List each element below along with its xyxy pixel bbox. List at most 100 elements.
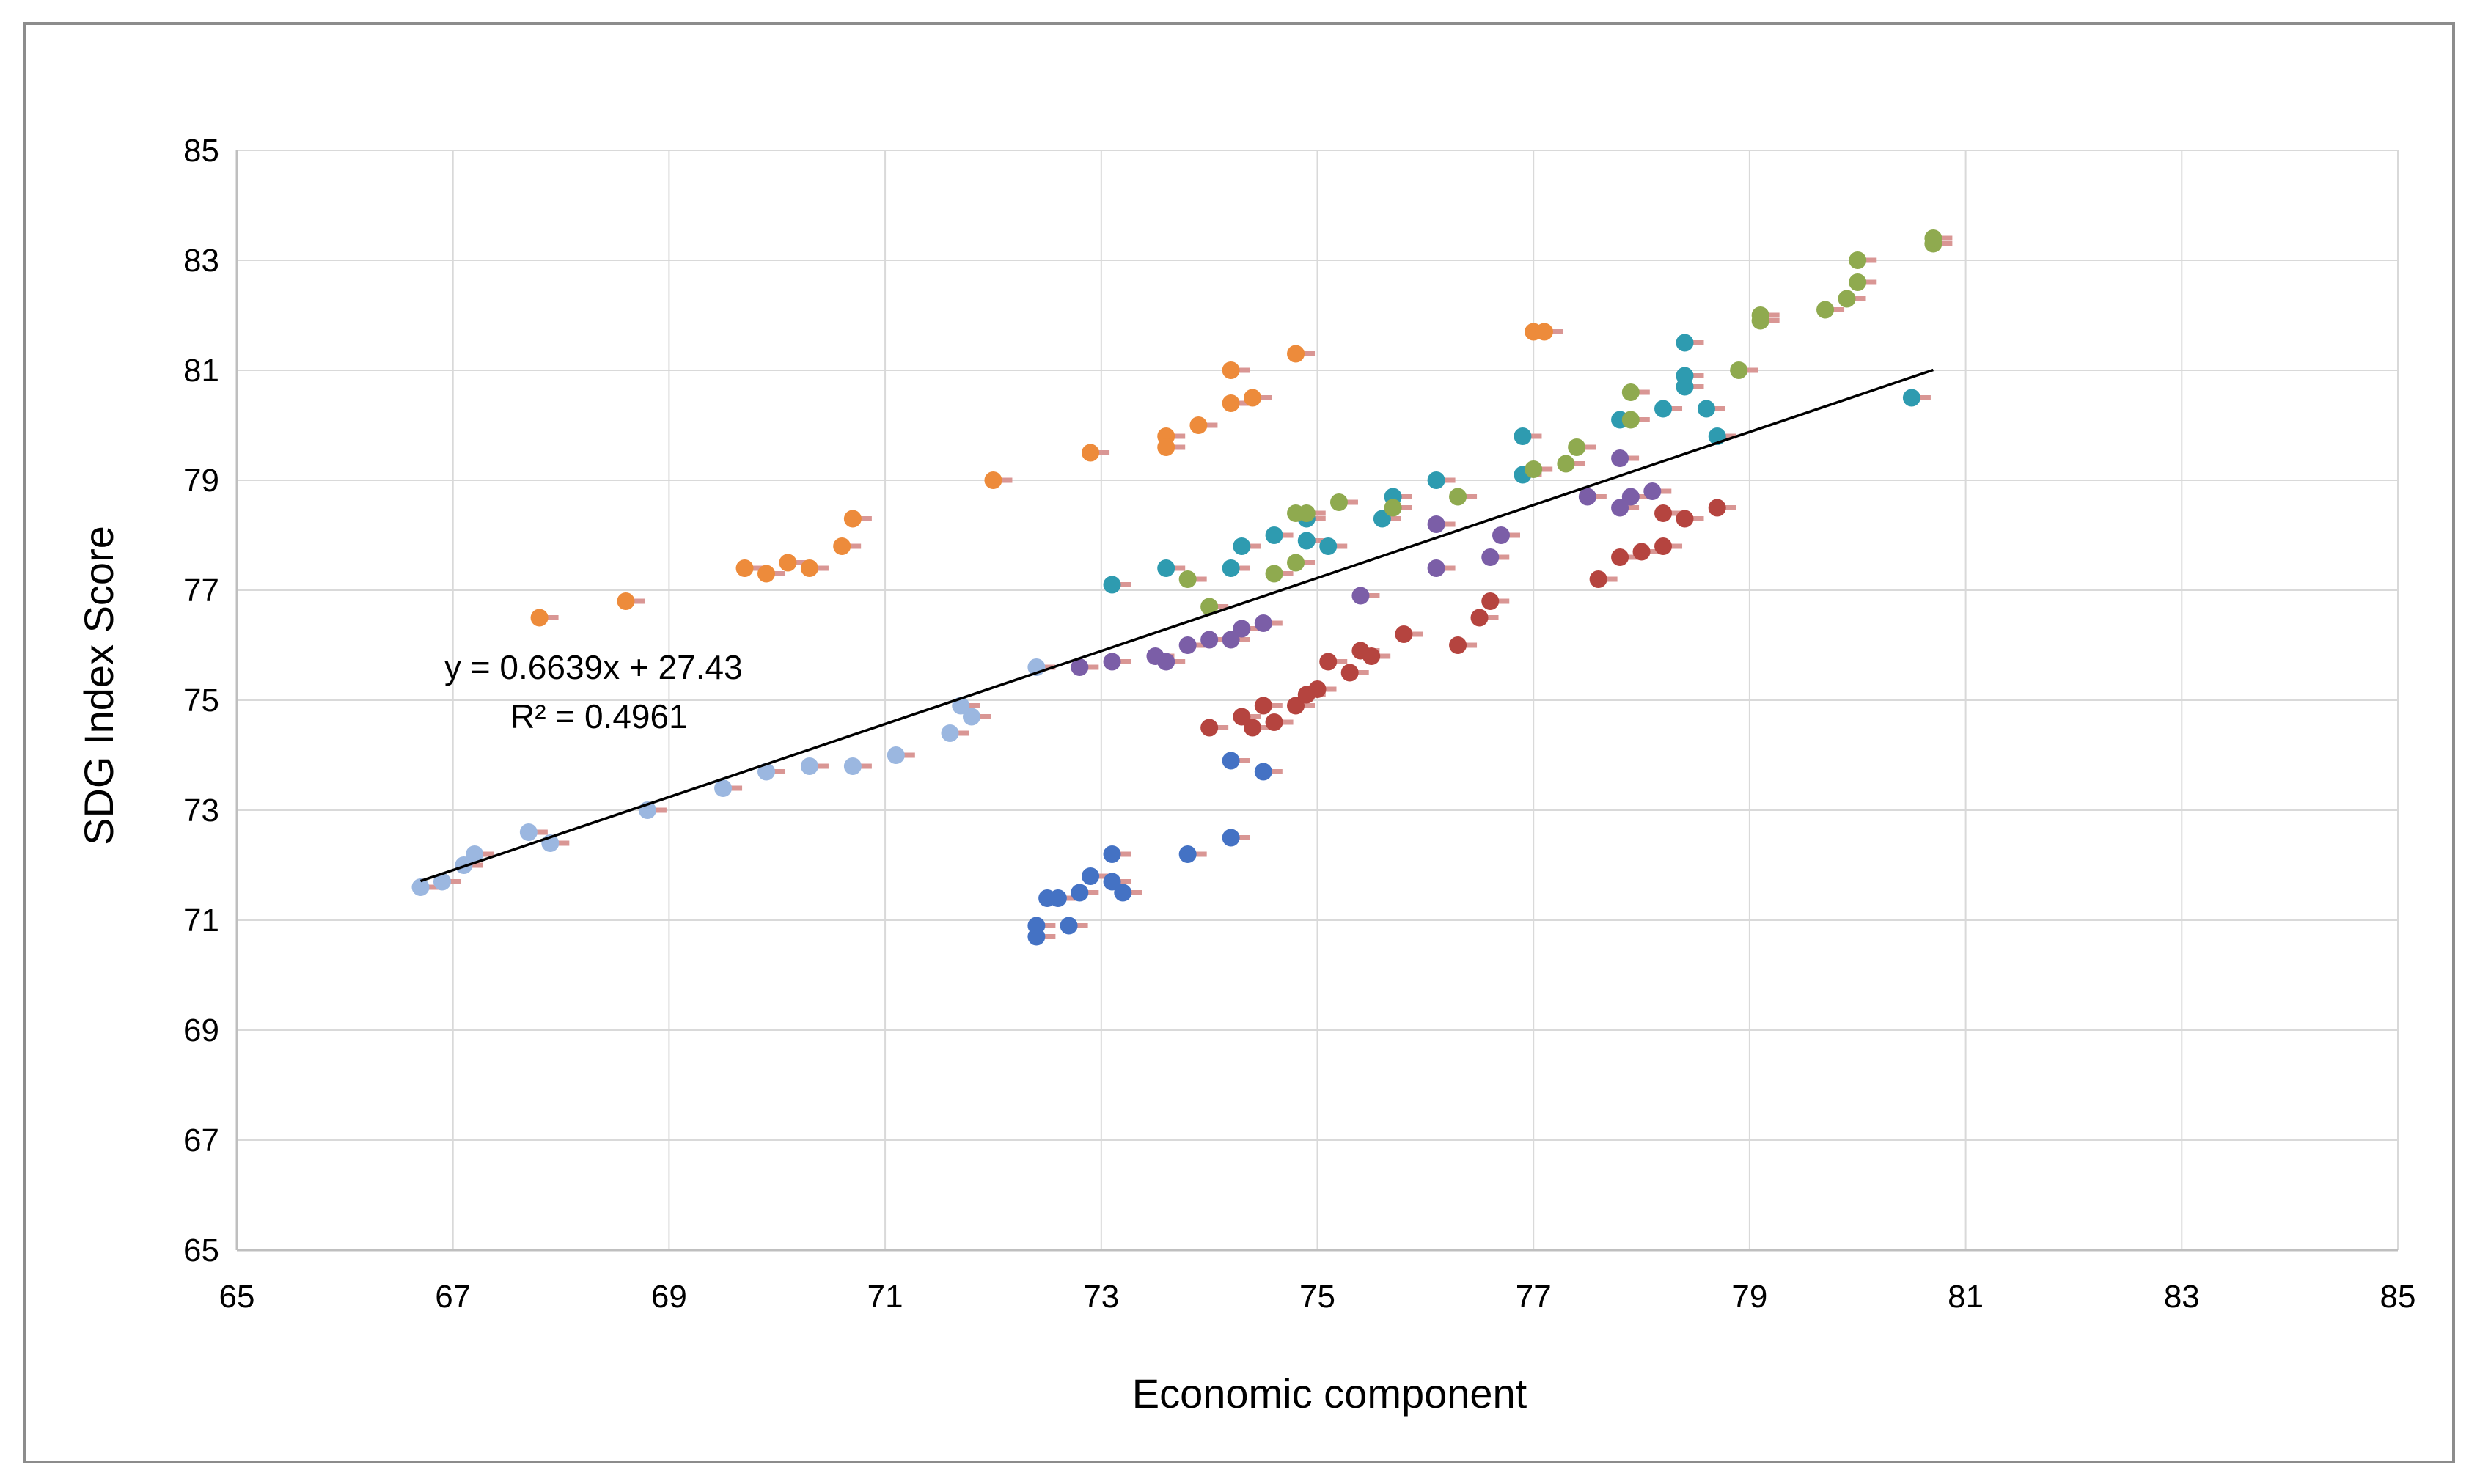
data-point [1114, 884, 1132, 902]
data-point [735, 559, 754, 577]
data-point [714, 779, 733, 797]
data-point [411, 878, 430, 896]
x-tick-label: 75 [1299, 1279, 1335, 1315]
data-point [1902, 389, 1920, 407]
x-tick-label: 83 [2164, 1279, 2200, 1315]
data-point [1265, 526, 1283, 544]
data-point [1481, 592, 1500, 610]
data-point [1395, 625, 1413, 643]
y-tick-label: 81 [183, 353, 219, 389]
data-point [1849, 251, 1867, 269]
trendline [419, 368, 1934, 883]
data-point [1621, 488, 1640, 506]
data-point [1924, 229, 1942, 247]
data-point [1470, 609, 1489, 627]
y-tick-label: 73 [183, 793, 219, 829]
data-point [984, 471, 1002, 489]
data-point [1611, 548, 1629, 566]
data-point [1244, 719, 1262, 737]
x-tick-label: 85 [2380, 1279, 2416, 1315]
data-point [1329, 493, 1348, 511]
data-point [1103, 653, 1121, 671]
data-point [1557, 455, 1575, 473]
x-tick-label: 65 [219, 1279, 255, 1315]
data-point [1427, 471, 1445, 489]
data-point [1578, 488, 1596, 506]
x-tick-label: 71 [867, 1279, 903, 1315]
data-point [1254, 697, 1272, 715]
data-point [1676, 367, 1694, 385]
y-tick-label: 77 [183, 573, 219, 609]
data-point [1568, 438, 1586, 456]
x-tick-label: 67 [435, 1279, 471, 1315]
trendline-equation: y = 0.6639x + 27.43 [444, 648, 743, 686]
data-point [1676, 510, 1694, 528]
data-point [1082, 444, 1100, 462]
data-point [1222, 829, 1240, 847]
data-point [1265, 565, 1283, 583]
data-points [411, 229, 1953, 946]
data-point [1178, 636, 1197, 654]
series-1 [411, 658, 1056, 896]
data-point [1492, 526, 1510, 544]
data-point [1676, 334, 1694, 352]
data-point [887, 746, 905, 764]
data-point [1611, 449, 1629, 467]
data-point [843, 757, 862, 775]
data-point [1222, 394, 1240, 412]
data-point [800, 559, 818, 577]
data-point [617, 592, 635, 610]
data-point [1751, 306, 1769, 324]
data-point [1351, 587, 1370, 605]
data-point [1200, 719, 1219, 737]
data-point [1060, 917, 1078, 935]
data-point [1427, 559, 1445, 577]
data-point [1244, 389, 1262, 407]
data-point [833, 537, 851, 555]
data-point [1157, 438, 1175, 456]
data-point [1103, 873, 1121, 891]
data-point [1222, 361, 1240, 379]
data-point [800, 757, 818, 775]
y-tick-label: 69 [183, 1013, 219, 1048]
data-point [1103, 845, 1121, 863]
data-point [1838, 290, 1856, 308]
series-7 [1178, 229, 1953, 616]
data-point [1027, 917, 1046, 935]
data-point [1222, 631, 1240, 649]
data-point [1200, 598, 1219, 616]
x-tick-label: 81 [1948, 1279, 1984, 1315]
data-point [1287, 554, 1305, 572]
data-point [466, 845, 484, 863]
data-point [1654, 400, 1673, 418]
data-point [1265, 713, 1283, 731]
data-point [843, 510, 862, 528]
x-axis-title: Economic component [1132, 1370, 1527, 1417]
data-point [1157, 559, 1175, 577]
series-2 [530, 323, 1563, 627]
data-point [1514, 427, 1532, 445]
data-point [530, 609, 549, 627]
data-point [1287, 345, 1305, 363]
y-tick-label: 71 [183, 903, 219, 938]
data-point [1319, 537, 1338, 555]
data-point [1254, 614, 1272, 632]
x-tick-label: 69 [651, 1279, 687, 1315]
data-point [1049, 889, 1067, 907]
y-tick-label: 65 [183, 1233, 219, 1268]
data-point [1178, 570, 1197, 588]
x-tick-label: 79 [1731, 1279, 1767, 1315]
data-point [1362, 647, 1381, 665]
gridlines [237, 150, 2399, 1250]
data-point [1643, 482, 1662, 500]
data-point [1449, 488, 1467, 506]
data-point [1071, 658, 1089, 676]
series-3 [1027, 752, 1283, 946]
x-tick-label: 73 [1083, 1279, 1119, 1315]
data-point [1373, 510, 1391, 528]
axes [235, 150, 2398, 1252]
data-point [757, 763, 776, 781]
data-point [1082, 867, 1100, 885]
data-point [779, 554, 797, 572]
